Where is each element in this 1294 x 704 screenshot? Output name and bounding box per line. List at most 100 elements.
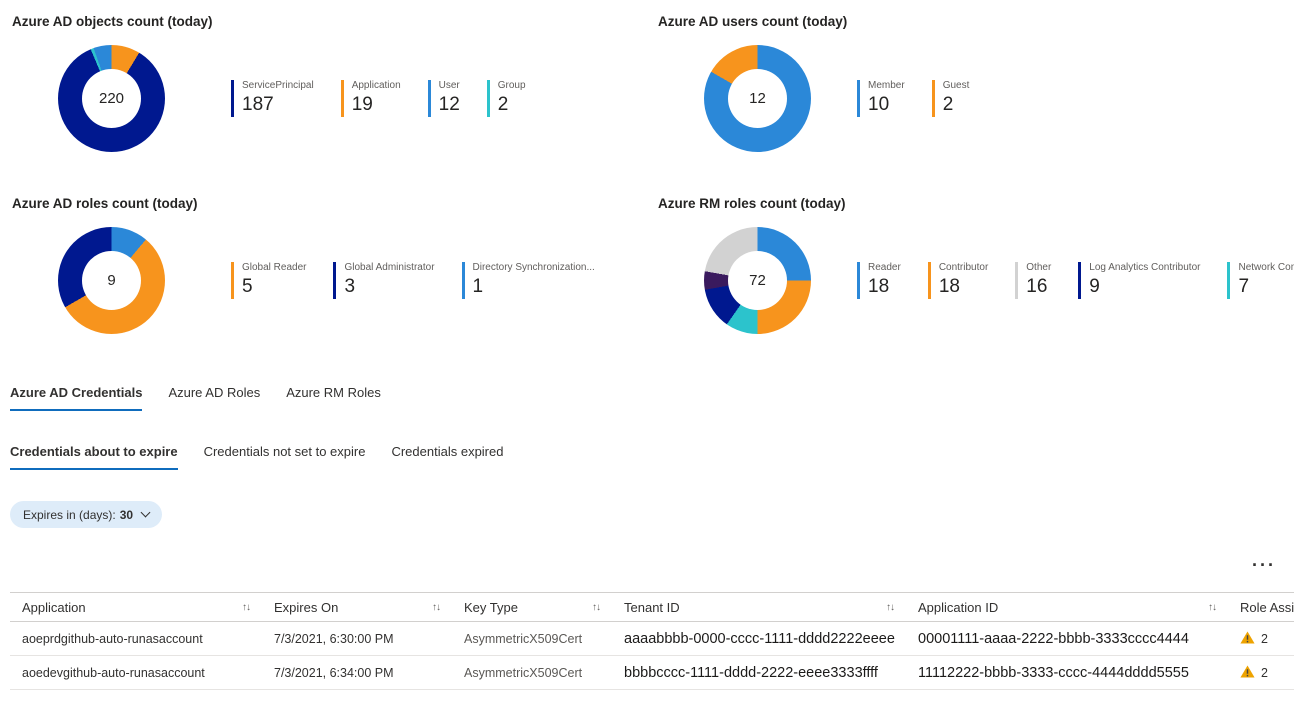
- column-label: Application ID: [918, 599, 999, 615]
- table-body: aoeprdgithub-auto-runasaccount 7/3/2021, …: [10, 622, 1294, 690]
- legend-value: 2: [942, 94, 954, 115]
- legend-item: ServicePrincipal 187: [231, 80, 314, 117]
- chevron-down-icon: [140, 507, 151, 518]
- subtabs-item[interactable]: Credentials expired: [391, 444, 504, 459]
- column-header-tenant_id[interactable]: Tenant ID ↑↓: [612, 600, 906, 615]
- legend-item: Reader 18: [857, 262, 901, 299]
- tabs-item[interactable]: Azure AD Credentials: [10, 385, 143, 411]
- sort-icon[interactable]: ↑↓: [432, 601, 441, 613]
- donut-center: 220: [82, 69, 141, 128]
- cell-key_type: AsymmetricX509Cert: [464, 665, 583, 680]
- legend-label: Guest: [942, 80, 970, 91]
- legend-value: 3: [344, 276, 356, 297]
- donut-total: 12: [749, 90, 766, 107]
- legend-value: 12: [438, 94, 460, 115]
- legend-color-bar: [231, 262, 234, 299]
- cell-role-assignments: 2: [1228, 664, 1294, 681]
- legend-value: 7: [1238, 276, 1250, 297]
- tile-body: 9 Global Reader 5 Global Administrator 3 Dir…: [12, 227, 595, 334]
- legend-label: Application: [351, 80, 401, 91]
- column-label: Role Assignments: [1240, 599, 1294, 615]
- legend-label: Reader: [868, 262, 901, 273]
- more-options-icon[interactable]: ···: [1252, 555, 1276, 575]
- legend-item: Other 16: [1015, 262, 1051, 299]
- column-header-expires_on[interactable]: Expires On ↑↓: [262, 600, 452, 615]
- credential-subtabs: Credentials about to expire Credentials n…: [10, 444, 503, 470]
- legend-color-bar: [931, 80, 935, 117]
- legend-item: Guest 2: [931, 80, 970, 117]
- column-header-role_assignments[interactable]: Role Assignments: [1228, 600, 1294, 615]
- role-assignment-count: 2: [1261, 631, 1268, 646]
- legend-value: 187: [242, 94, 274, 115]
- role-assignment-count: 2: [1261, 665, 1268, 680]
- tile-body: 12 Member 10 Guest 2: [658, 45, 969, 152]
- cell-application_id: 00001111-aaaa-2222-bbbb-3333cccc4444: [918, 630, 1189, 647]
- legend-color-bar: [461, 262, 465, 299]
- cell-tenant_id: bbbbcccc-1111-dddd-2222-eeee3333ffff: [624, 664, 878, 681]
- table-row[interactable]: aoeprdgithub-auto-runasaccount 7/3/2021, …: [10, 622, 1294, 656]
- tile-body: 220 ServicePrincipal 187 Application 19 User…: [12, 45, 526, 152]
- sort-icon[interactable]: ↑↓: [1208, 601, 1217, 613]
- legend-label: ServicePrincipal: [242, 80, 314, 91]
- legend-value: 18: [938, 276, 960, 297]
- cell-application: aoeprdgithub-auto-runasaccount: [22, 631, 203, 646]
- column-header-key_type[interactable]: Key Type ↑↓: [452, 600, 612, 615]
- legend-color-bar: [927, 262, 931, 299]
- tile-azure-ad-users-count: Azure AD users count (today) 12 Member 10…: [658, 14, 969, 152]
- column-label: Key Type: [464, 599, 518, 615]
- legend-value: 2: [497, 94, 509, 115]
- legend-label: Global Administrator: [344, 262, 435, 273]
- donut-total: 9: [107, 272, 116, 289]
- column-label: Application: [22, 599, 86, 615]
- legend-item: Application 19: [340, 80, 401, 117]
- legend-item: Directory Synchronization... 1: [461, 262, 595, 299]
- cell-application: aoedevgithub-auto-runasaccount: [22, 665, 205, 680]
- filter-value: 30: [119, 507, 134, 522]
- expires-in-days-filter[interactable]: Expires in (days): 30: [10, 501, 163, 528]
- chart-legend: Reader 18 Contributor 18 Other 16 Log Analytic…: [857, 262, 1294, 299]
- main-tabs: Azure AD Credentials Azure AD Roles Azure …: [10, 385, 381, 411]
- column-header-application_id[interactable]: Application ID ↑↓: [906, 600, 1228, 615]
- warning-icon: [1240, 630, 1255, 647]
- legend-item: Network Contributor 7: [1227, 262, 1294, 299]
- legend-label: User: [438, 80, 460, 91]
- tile-azure-rm-roles-count: Azure RM roles count (today) 72 Reader 18…: [658, 196, 1294, 334]
- cell-application_id: 11112222-bbbb-3333-cccc-4444dddd5555: [918, 664, 1189, 681]
- legend-label: Network Contributor: [1238, 262, 1294, 273]
- column-label: Expires On: [274, 599, 339, 615]
- column-header-application[interactable]: Application ↑↓: [10, 600, 262, 615]
- legend-value: 10: [868, 94, 890, 115]
- tile-title: Azure RM roles count (today): [658, 196, 846, 211]
- legend-label: Group: [497, 80, 526, 91]
- column-label: Tenant ID: [624, 599, 680, 615]
- legend-item: Member 10: [857, 80, 905, 117]
- legend-item: Log Analytics Contributor 9: [1078, 262, 1200, 299]
- chart-legend: ServicePrincipal 187 Application 19 User 12 Gr…: [231, 80, 526, 117]
- legend-color-bar: [340, 80, 344, 117]
- sort-icon[interactable]: ↑↓: [886, 601, 895, 613]
- warning-icon: [1240, 664, 1255, 681]
- legend-color-bar: [857, 80, 860, 117]
- legend-label: Log Analytics Contributor: [1089, 262, 1201, 273]
- tile-body: 72 Reader 18 Contributor 18 Other 16 Log Analy…: [658, 227, 1294, 334]
- legend-label: Directory Synchronization...: [472, 262, 595, 273]
- table-row[interactable]: aoedevgithub-auto-runasaccount 7/3/2021, …: [10, 656, 1294, 690]
- subtabs-item[interactable]: Credentials about to expire: [10, 444, 178, 470]
- donut-center: 72: [728, 251, 787, 310]
- donut-chart: 72: [704, 227, 811, 334]
- sort-icon[interactable]: ↑↓: [242, 601, 251, 613]
- cell-tenant_id: aaaabbbb-0000-cccc-1111-dddd2222eeee: [624, 630, 895, 647]
- chart-legend: Member 10 Guest 2: [857, 80, 969, 117]
- legend-color-bar: [857, 262, 860, 299]
- donut-center: 12: [728, 69, 787, 128]
- sort-icon[interactable]: ↑↓: [592, 601, 601, 613]
- legend-label: Contributor: [938, 262, 989, 273]
- subtabs-item[interactable]: Credentials not set to expire: [203, 444, 366, 459]
- tabs-item[interactable]: Azure RM Roles: [286, 385, 381, 400]
- tabs-item[interactable]: Azure AD Roles: [168, 385, 261, 400]
- legend-item: Global Administrator 3: [333, 262, 435, 299]
- filter-label: Expires in (days):: [23, 507, 116, 522]
- tile-azure-ad-objects-count: Azure AD objects count (today) 220 Servi…: [12, 14, 526, 152]
- legend-label: Other: [1026, 262, 1052, 273]
- cell-key_type: AsymmetricX509Cert: [464, 631, 583, 646]
